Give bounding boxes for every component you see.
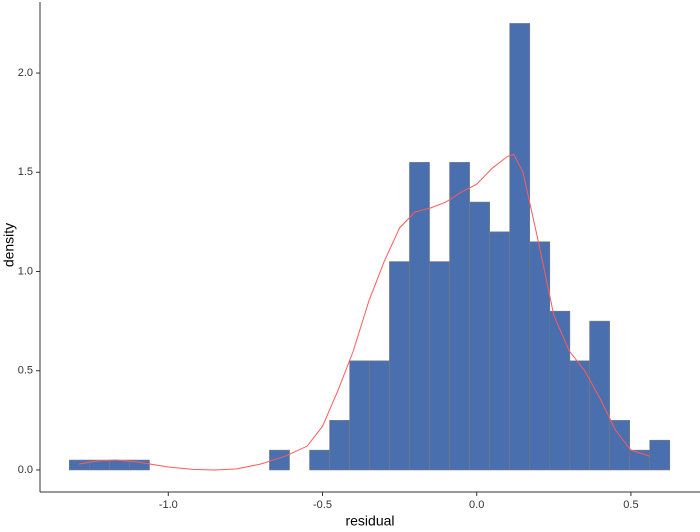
bar	[509, 23, 531, 471]
y-tick-label: 0.5	[18, 365, 33, 377]
bar	[549, 310, 571, 471]
y-tick-label: 0.0	[18, 464, 33, 476]
density-curve	[78, 153, 650, 471]
bar	[349, 360, 370, 471]
y-axis-title: density	[1, 223, 17, 267]
bar	[569, 360, 590, 471]
y-tick-label: 1.0	[18, 265, 33, 277]
x-tick-label: 0.5	[623, 499, 638, 511]
bar	[129, 459, 150, 471]
x-axis-title: residual	[345, 513, 394, 529]
bar	[649, 439, 671, 471]
y-tick-label: 1.5	[18, 166, 33, 178]
bar	[529, 241, 551, 471]
y-tick-label: 2.0	[18, 67, 33, 79]
bar	[269, 449, 290, 471]
bar	[329, 420, 350, 471]
x-tick-label: -1.0	[159, 499, 178, 511]
bar	[469, 201, 490, 471]
bar	[369, 360, 390, 471]
x-tick-label: 0.0	[469, 499, 484, 511]
bar	[309, 449, 330, 471]
bar	[609, 420, 630, 471]
bar	[589, 320, 610, 471]
bar	[68, 459, 90, 471]
bar	[489, 231, 511, 471]
x-tick-label: -0.5	[313, 499, 332, 511]
bar	[429, 261, 450, 471]
bar	[109, 459, 130, 471]
bar	[389, 261, 410, 471]
bar	[449, 162, 470, 471]
